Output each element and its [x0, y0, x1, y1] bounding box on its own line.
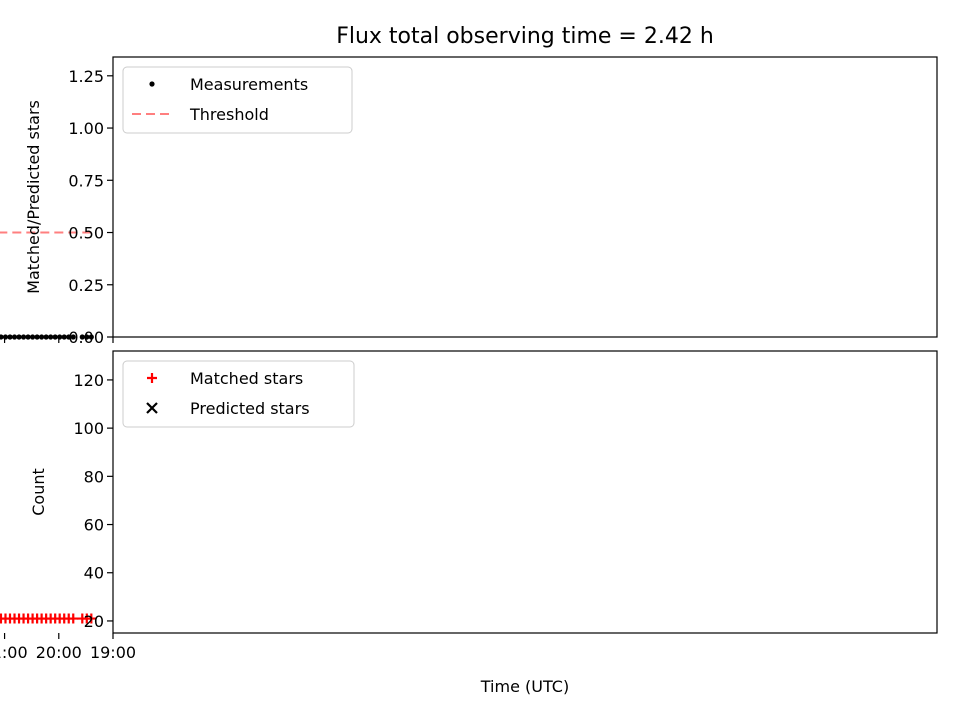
measurements-point	[7, 334, 13, 340]
measurements-point	[25, 334, 31, 340]
legend-label: Threshold	[189, 105, 269, 124]
y-tick-label: 1.00	[68, 119, 104, 138]
y-tick-label: 100	[73, 419, 104, 438]
y-tick-label: 120	[73, 371, 104, 390]
x-axis-title: Time (UTC)	[480, 677, 569, 696]
plot-frame	[112, 56, 938, 338]
measurements-point	[34, 334, 40, 340]
x-tick-label: 19:00	[90, 643, 136, 662]
matched-stars-point	[77, 613, 88, 624]
y-tick-label: 0.00	[68, 328, 104, 347]
panel-count: 2040608010012019:0020:0021:0022:0023:000…	[0, 350, 938, 662]
y-tick-label: 60	[84, 516, 104, 535]
y-tick-label: 0.25	[68, 276, 104, 295]
measurements-point	[52, 334, 58, 340]
legend-swatch	[147, 373, 157, 383]
measurements-point	[57, 334, 63, 340]
measurements-point	[2, 334, 9, 340]
legend-box	[122, 360, 355, 428]
measurements-point	[70, 334, 76, 340]
measurements-point	[43, 334, 49, 340]
measurements-point	[61, 334, 67, 340]
x-tick-label: 20:00	[36, 643, 82, 662]
y-tick-label: 1.25	[68, 67, 104, 86]
measurements-point	[16, 334, 22, 340]
y-tick-label: 0.50	[68, 224, 104, 243]
y-axis-title: Count	[29, 468, 48, 516]
measurements-point	[11, 334, 18, 340]
y-tick-label: 0.75	[68, 171, 104, 190]
measurements-point	[88, 334, 94, 340]
y-tick-label: 80	[84, 467, 104, 486]
legend-swatch	[146, 402, 158, 414]
measurements-point	[0, 334, 4, 340]
measurements-point	[48, 334, 54, 340]
measurements-point	[29, 334, 36, 340]
legend-label: Measurements	[190, 75, 308, 94]
legend-swatch	[149, 81, 155, 87]
measurements-point	[84, 334, 90, 340]
measurements-point	[66, 334, 72, 340]
x-tick-label: 21:00	[0, 643, 28, 662]
measurements-point	[20, 334, 27, 340]
legend-box	[122, 66, 353, 134]
legend-label: Predicted stars	[190, 399, 310, 418]
legend-label: Matched stars	[190, 369, 303, 388]
y-tick-label: 20	[84, 612, 104, 631]
panel-ratio: 0.00 0.25 0.50 0.75 1.00 1.25 Matched/Predicte…	[0, 56, 938, 347]
measurements-point	[39, 334, 45, 340]
chart-title: Flux total observing time = 2.42 h	[336, 24, 714, 49]
plot-frame	[112, 350, 938, 634]
measurements-point	[79, 334, 85, 340]
y-tick-label: 40	[84, 564, 104, 583]
y-axis-title: Matched/Predicted stars	[24, 100, 43, 294]
